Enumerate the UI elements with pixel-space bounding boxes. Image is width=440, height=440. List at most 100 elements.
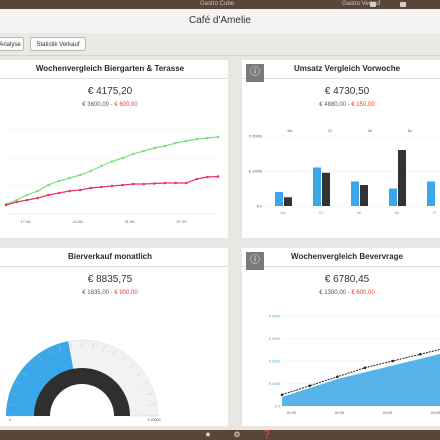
- data-point: [47, 183, 50, 187]
- kpi-compare: € 4880,00 - € 150,00: [242, 102, 440, 108]
- panel-umsatz-vergleich: Umsatz Vergleich Vorwoche ⓘ € 4730,50 € …: [242, 60, 440, 238]
- bar: [360, 185, 368, 206]
- data-point: [57, 191, 61, 195]
- data-point: [15, 200, 18, 204]
- star-icon[interactable]: ★: [204, 430, 212, 439]
- data-point: [100, 164, 103, 168]
- data-point: [121, 156, 124, 160]
- data-point: [391, 359, 394, 363]
- tab-bar: Analyse Statistik Verkauf: [0, 33, 440, 56]
- column-head: Mi: [368, 129, 372, 133]
- data-point: [280, 393, 284, 397]
- y-tick-label: € 4000: [269, 315, 280, 319]
- x-tick-label: Mo: [281, 211, 286, 215]
- y-tick-label: € 0: [257, 205, 262, 209]
- x-tick-label: 04.09.: [431, 411, 440, 415]
- x-tick-label: 03.09.: [383, 411, 393, 415]
- settings-icon[interactable]: [400, 2, 406, 7]
- data-point: [78, 173, 82, 177]
- panel-bevervrage: Wochenvergleich Bevervrage ⓘ € 6780,45 €…: [242, 248, 440, 426]
- x-tick-label: 24.08.: [72, 219, 83, 224]
- panel-biergarten: Wochenvergleich Biergarten & Terasse € 4…: [0, 60, 228, 238]
- data-point: [174, 141, 177, 145]
- data-point: [25, 193, 29, 197]
- gear-icon[interactable]: ⚙: [233, 430, 241, 439]
- bar: [284, 197, 292, 206]
- data-point: [195, 177, 199, 181]
- kpi-diff: - € 150,00: [347, 102, 375, 108]
- column-head: Di: [328, 129, 332, 133]
- panel-title: Wochenvergleich Biergarten & Terasse: [0, 60, 228, 79]
- gauge-inner-arc: [34, 368, 130, 416]
- data-point: [47, 193, 50, 197]
- data-point: [131, 182, 135, 186]
- gauge-tick: [129, 363, 135, 369]
- data-point: [57, 179, 61, 183]
- tab-analyse[interactable]: Analyse: [0, 37, 24, 51]
- bar: [322, 172, 330, 206]
- help-icon[interactable]: ❓: [262, 430, 272, 439]
- data-point: [89, 169, 93, 173]
- data-point: [184, 181, 188, 185]
- tab-statistik-verkauf[interactable]: Statistik Verkauf: [30, 37, 86, 51]
- panel-title: Bierverkauf monatlich: [0, 248, 228, 267]
- gauge-tick: [121, 356, 126, 362]
- data-point: [163, 144, 167, 148]
- x-tick-label: 07.09.: [176, 219, 187, 224]
- gauge-tick: [136, 372, 142, 377]
- kpi-previous: € 3600,00: [82, 102, 109, 108]
- area-chart: € 4000 € 3000 € 2000 € 1000 € 0 01.09. 02.09. 0…: [269, 315, 440, 415]
- data-point: [142, 182, 146, 186]
- gauge-tick: [149, 404, 156, 406]
- data-point: [78, 188, 82, 192]
- panel-title: Umsatz Vergleich Vorwoche: [242, 60, 440, 79]
- data-point: [216, 135, 220, 139]
- data-point: [174, 181, 177, 185]
- gauge-tick: [38, 356, 43, 362]
- data-point: [153, 182, 156, 185]
- gauge-tick: [15, 382, 22, 386]
- info-icon[interactable]: ⓘ: [246, 64, 264, 82]
- kpi-diff: - € 600,00: [110, 102, 138, 108]
- top-bar: Gastro Cube Gastro Verlauf: [0, 0, 440, 9]
- series-line: [5, 136, 219, 205]
- data-point: [131, 152, 135, 156]
- data-point: [142, 149, 146, 153]
- data-point: [336, 375, 339, 379]
- data-point: [110, 184, 114, 188]
- data-point: [206, 136, 209, 140]
- footer-bar: ★ ⚙ ❓: [0, 430, 440, 440]
- data-point: [206, 175, 209, 179]
- data-point: [110, 160, 114, 163]
- kpi-value: € 4175,20: [87, 86, 133, 97]
- column-head: Do: [408, 129, 413, 133]
- app-subtitle: Gastro Verlauf: [342, 1, 381, 7]
- x-tick-label: Fr: [433, 211, 437, 215]
- kpi-diff: - € 600,00: [347, 290, 375, 296]
- app-title: Gastro Cube: [200, 1, 235, 7]
- gauge-tick: [48, 349, 52, 356]
- data-point: [36, 196, 40, 200]
- kpi-previous: € 1300,00: [319, 290, 346, 296]
- bar: [275, 192, 283, 206]
- y-tick-label: € 1000: [269, 382, 280, 386]
- gauge-tick: [70, 342, 72, 349]
- y-tick-label: € 3000: [269, 337, 280, 341]
- kpi-diff: - € 900,00: [110, 290, 138, 296]
- kpi-value: € 8835,75: [87, 274, 133, 285]
- bar: [351, 181, 359, 206]
- y-tick-label: € 10000: [249, 170, 262, 174]
- data-point: [100, 185, 103, 189]
- y-tick-label: € 0: [275, 405, 280, 409]
- gauge-tick: [146, 392, 153, 396]
- gauge-tick: [29, 363, 35, 369]
- gauge-tick: [92, 342, 94, 349]
- x-tick-label: 17.08.: [20, 219, 31, 224]
- gauge-min: 0: [9, 418, 11, 422]
- window-icon[interactable]: [370, 2, 376, 7]
- data-point: [163, 181, 167, 185]
- data-point: [4, 203, 8, 207]
- info-icon[interactable]: ⓘ: [246, 252, 264, 270]
- y-tick-label: € 2000: [269, 360, 280, 364]
- x-tick-label: Do: [395, 211, 400, 215]
